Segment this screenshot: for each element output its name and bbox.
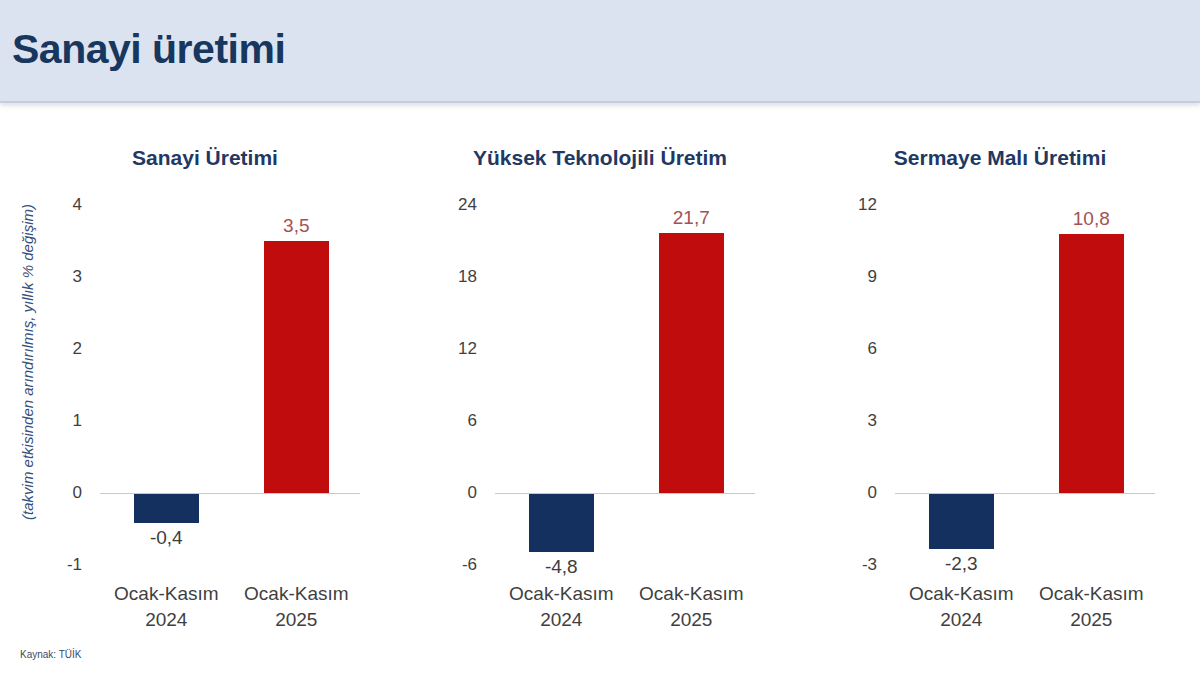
y-tick-label: 12 <box>833 195 877 215</box>
y-tick-label: -1 <box>38 555 82 575</box>
bar-positive <box>264 241 329 493</box>
bar-negative <box>929 494 994 549</box>
y-tick-label: 6 <box>833 339 877 359</box>
y-tick-label: -3 <box>833 555 877 575</box>
y-axis-note: (takvim etkisinden arındırılmış, yıllık … <box>19 204 36 520</box>
chart-title: Yüksek Teknolojili Üretim <box>435 146 765 170</box>
page-title: Sanayi üretimi <box>0 0 1200 73</box>
x-category-label: Ocak-Kasım 2024 <box>886 581 1036 633</box>
y-tick-label: 0 <box>833 483 877 503</box>
y-tick-label: -6 <box>433 555 477 575</box>
y-tick-label: 3 <box>833 411 877 431</box>
x-category-label: Ocak-Kasım 2024 <box>91 581 241 633</box>
chart-sanayi-uretimi: Sanayi Üretimi 4 3 2 1 0 -1 -0,4 Ocak-Kasım 202… <box>40 140 370 650</box>
y-tick-label: 0 <box>433 483 477 503</box>
bar-negative <box>134 494 199 523</box>
chart-title: Sanayi Üretimi <box>40 146 370 170</box>
y-tick-label: 9 <box>833 267 877 287</box>
bar-value-label: -4,8 <box>511 555 611 579</box>
chart-title: Sermaye Malı Üretimi <box>835 146 1165 170</box>
bar-value-label: 10,8 <box>1041 207 1141 231</box>
y-tick-label: 4 <box>38 195 82 215</box>
bar-value-label: -0,4 <box>116 526 216 550</box>
slide-header: Sanayi üretimi <box>0 0 1200 103</box>
y-tick-label: 12 <box>433 339 477 359</box>
y-tick-label: 3 <box>38 267 82 287</box>
source-note: Kaynak: TÜİK <box>20 649 82 660</box>
y-tick-label: 24 <box>433 195 477 215</box>
bar-negative <box>529 494 594 552</box>
x-category-label: Ocak-Kasım 2025 <box>1016 581 1166 633</box>
y-tick-label: 0 <box>38 483 82 503</box>
y-tick-label: 2 <box>38 339 82 359</box>
chart-yuksek-teknolojili-uretim: Yüksek Teknolojili Üretim 24 18 12 6 0 -6 -4,8… <box>435 140 765 650</box>
chart-sermaye-mali-uretimi: Sermaye Malı Üretimi 129630-3-2,3Ocak-Ka… <box>835 140 1165 650</box>
x-category-label: Ocak-Kasım 2025 <box>616 581 766 633</box>
y-tick-label: 1 <box>38 411 82 431</box>
y-tick-label: 6 <box>433 411 477 431</box>
bar-value-label: -2,3 <box>911 552 1011 576</box>
y-tick-label: 18 <box>433 267 477 287</box>
x-category-label: Ocak-Kasım 2025 <box>221 581 371 633</box>
bar-positive <box>1059 234 1124 493</box>
bar-value-label: 3,5 <box>246 214 346 238</box>
x-category-label: Ocak-Kasım 2024 <box>486 581 636 633</box>
bar-value-label: 21,7 <box>641 206 741 230</box>
bar-positive <box>659 233 724 493</box>
